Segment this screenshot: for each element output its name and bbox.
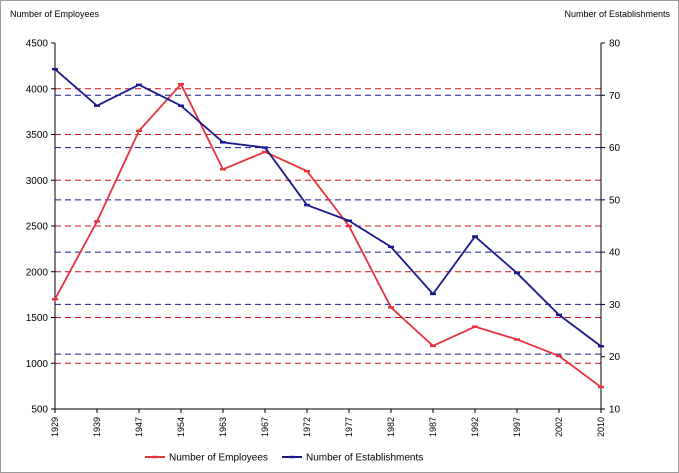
series-1-marker [52,298,58,301]
x-tick-label: 1939 [92,417,102,437]
x-tick-label: 1997 [512,417,522,437]
series-1-marker [388,306,394,309]
y-right-tick-label: 60 [609,143,621,154]
series-line-1 [54,83,602,388]
series-1-marker [262,150,268,154]
series-line-2 [54,68,602,347]
y-left-tick-label: 500 [31,405,48,416]
series-2-marker [388,245,394,249]
series-lines [52,67,604,389]
y-right-tick-label: 40 [609,248,621,259]
y-right-tick-label: 50 [609,195,621,206]
series-2-marker [514,271,520,275]
series-2-marker [220,141,226,144]
y-right-tick-label: 80 [609,39,621,50]
y-left-tick-label: 3000 [26,176,49,187]
series-1-marker [136,129,142,133]
series-1-marker [598,385,604,389]
x-tick-label: 1954 [176,417,186,437]
y-axis-left-label: Number of Employees [10,9,100,19]
series-2-marker [304,203,310,207]
series-2-marker [430,292,436,296]
series-2-marker [178,104,184,107]
series-2-marker [346,219,352,222]
legend-marker-1 [152,455,158,459]
y-left-tick-label: 2000 [26,267,49,278]
series-2-marker [598,345,604,348]
legend: Number of Employees Number of Establishme… [145,453,423,464]
legend-marker-2 [289,455,295,459]
y-left-tick-label: 2500 [26,222,49,233]
series-1-marker [556,354,562,358]
tick-labels: 500 1000 1500 2000 2500 3000 3500 4000 4500 10 20 3… [26,39,621,438]
x-tick-label: 1982 [386,417,396,437]
series-2-marker [94,104,100,107]
x-tick-label: 2010 [596,417,606,437]
axes [51,42,605,413]
y-left-tick-label: 1500 [26,313,49,324]
series-1-marker [220,168,226,171]
series-1-marker [430,344,436,348]
series-2-marker [556,313,562,317]
series-2-marker [262,146,268,149]
x-tick-label: 1963 [218,417,228,437]
y-right-tick-label: 10 [609,405,621,416]
series-1-marker [94,220,100,223]
series-2-marker [136,83,142,87]
y-left-tick-label: 4500 [26,39,49,50]
x-tick-label: 1977 [344,417,354,437]
series-1-marker [472,325,478,328]
legend-label-2: Number of Establishments [306,453,423,464]
series-1-marker [178,82,184,86]
x-tick-label: 2002 [554,417,564,437]
x-tick-label: 1967 [260,417,270,437]
series-1-marker [514,338,520,341]
series-2-marker [52,67,58,71]
legend-label-1: Number of Employees [169,453,268,464]
x-tick-label: 1929 [50,417,60,437]
y-axis-right-label: Number of Establishments [564,9,670,19]
series-2-marker [472,235,478,238]
y-right-tick-label: 20 [609,352,621,363]
y-right-tick-label: 70 [609,91,621,102]
y-right-tick-label: 30 [609,300,621,311]
y-left-tick-label: 1000 [26,359,49,370]
y-left-tick-label: 3500 [26,130,49,141]
series-1-marker [346,224,352,228]
y-left-tick-label: 4000 [26,84,49,95]
x-tick-label: 1947 [134,417,144,437]
x-tick-label: 1972 [302,417,312,437]
series-1-marker [304,169,310,173]
x-tick-label: 1987 [428,417,438,437]
x-tick-label: 1992 [470,417,480,437]
